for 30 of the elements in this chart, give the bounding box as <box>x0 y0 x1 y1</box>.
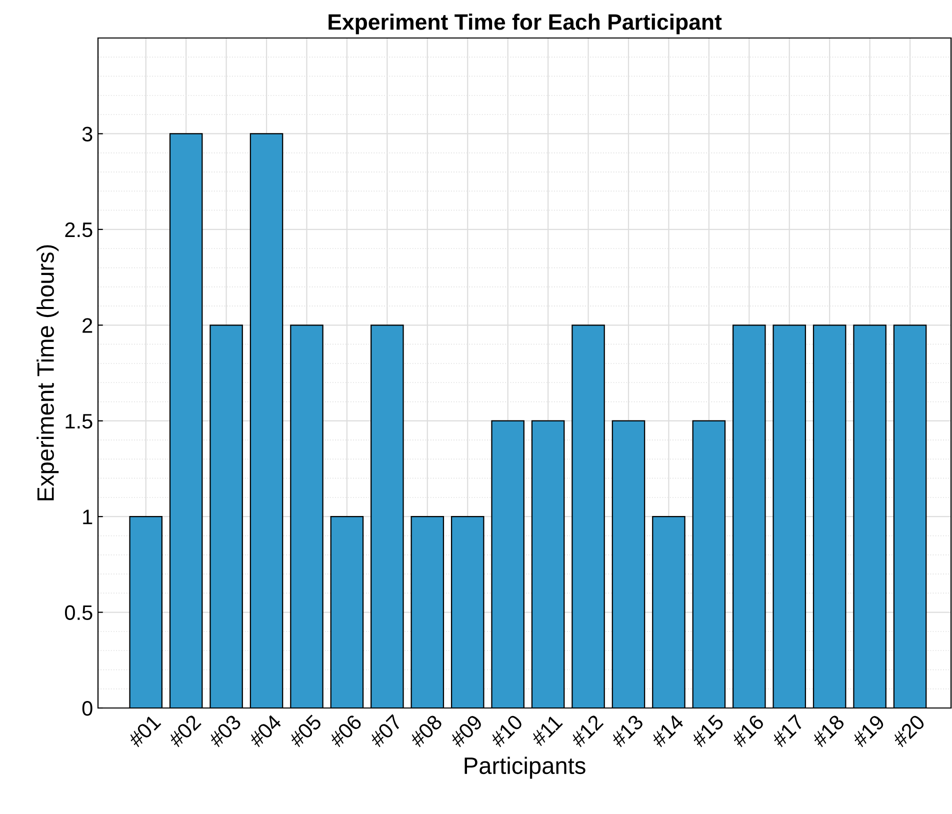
y-axis-title: Experiment Time (hours) <box>36 245 59 500</box>
x-tick-label: #17 <box>770 714 805 748</box>
x-tick-label: #20 <box>891 714 926 748</box>
x-axis-title: Participants <box>464 756 586 779</box>
x-tick-label: #06 <box>328 714 363 748</box>
y-tick-label: 2 <box>82 318 92 333</box>
x-tick-label: #08 <box>408 714 443 748</box>
x-tick-label: #05 <box>288 714 322 748</box>
x-tick-label: #10 <box>489 714 524 748</box>
x-tick-label: #02 <box>167 714 202 748</box>
x-tick-label: #14 <box>650 714 684 748</box>
x-tick-label: #12 <box>570 714 604 748</box>
y-tick-label: 2.5 <box>65 222 92 238</box>
x-tick-label: #01 <box>127 714 162 748</box>
x-tick-label: #07 <box>368 714 403 748</box>
x-tick-label: #03 <box>208 714 242 748</box>
x-tick-label: #16 <box>730 714 765 748</box>
y-tick-label: 0 <box>82 701 92 716</box>
y-tick-label: 0.5 <box>64 605 92 620</box>
x-tick-label: #19 <box>851 714 886 748</box>
x-tick-label: #15 <box>690 714 725 748</box>
x-tick-label: #11 <box>530 714 563 747</box>
x-tick-label: #13 <box>610 714 644 748</box>
y-tick-label: 3 <box>82 126 92 142</box>
x-tick-label: #09 <box>448 714 484 748</box>
y-tick-label: 1.5 <box>66 414 92 429</box>
y-tick-label: 1 <box>83 510 92 524</box>
x-tick-label: #18 <box>810 714 846 748</box>
x-tick-label: #04 <box>248 714 282 748</box>
chart-title: Experiment Time for Each Participant <box>328 14 722 34</box>
